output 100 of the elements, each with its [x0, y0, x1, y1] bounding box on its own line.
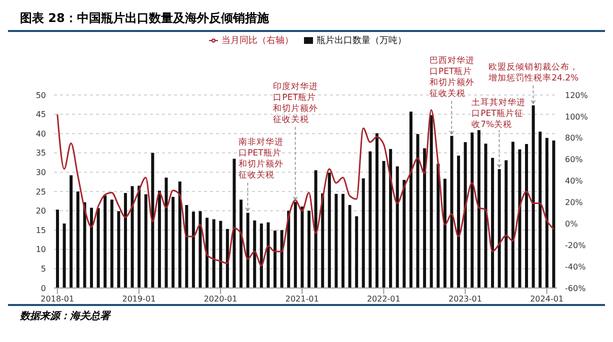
bar [525, 144, 528, 288]
annotation: 南非对华进口PET瓶片和切片额外征收关税 [238, 136, 284, 181]
bar [423, 148, 426, 288]
bar [274, 230, 277, 288]
bar [382, 161, 386, 288]
bar [151, 152, 154, 288]
bar [491, 158, 494, 288]
bar [552, 140, 556, 288]
annotation: 巴西对华进口PET瓶片和切片额外征收关税 [430, 54, 475, 99]
y-tick-label: 15 [36, 226, 46, 235]
bar [362, 178, 365, 288]
y2-tick-label: -20% [565, 240, 586, 250]
bar [226, 228, 229, 288]
annotation: 土耳其对华进口PET瓶片征收7%关税 [472, 97, 526, 130]
bar [334, 194, 338, 288]
y-tick-label: 30 [36, 168, 46, 178]
bar [138, 186, 141, 288]
y2-tick-label: 40% [565, 176, 584, 186]
bar [308, 210, 310, 288]
y2-tick-label: 60% [565, 155, 584, 164]
bar [104, 195, 107, 288]
bar [402, 180, 406, 288]
bar [518, 149, 522, 288]
y2-tick-label: 0% [565, 220, 578, 229]
bar [430, 115, 433, 288]
y2-tick-label: -60% [565, 284, 586, 293]
bar [355, 216, 358, 288]
bar [300, 206, 304, 288]
annotation: 欧盟反倾销初裁公布，增加惩罚性税率24.2% [488, 61, 579, 84]
bar [198, 211, 202, 288]
bar [321, 193, 324, 288]
bar [172, 196, 175, 288]
bar [240, 200, 243, 288]
bar [470, 132, 474, 288]
bar [436, 164, 440, 288]
y2-tick-label: 20% [565, 198, 584, 208]
bar [110, 200, 114, 288]
bar [457, 156, 460, 288]
bar [450, 136, 454, 288]
bar [178, 181, 182, 288]
y-tick-label: 25 [36, 187, 46, 196]
bar [76, 192, 80, 288]
bar [96, 208, 100, 288]
bar [90, 208, 93, 288]
bar [287, 210, 290, 288]
bar [206, 218, 209, 288]
x-tick-label: 2022-01 [366, 294, 400, 304]
x-tick-label: 2019-01 [122, 294, 156, 304]
bar [484, 144, 488, 288]
source-note: 数据来源：海关总署 [20, 310, 112, 323]
bar [443, 178, 446, 288]
y-tick-label: 50 [36, 90, 46, 100]
bar [545, 138, 548, 288]
y-tick-label: 35 [36, 148, 46, 158]
bar [246, 212, 250, 288]
bar [294, 202, 297, 288]
bar [375, 133, 378, 288]
bar [117, 211, 120, 288]
bar [158, 190, 161, 288]
bar [124, 193, 127, 288]
bar [511, 142, 514, 288]
bar [416, 134, 420, 288]
bar [164, 178, 168, 288]
bar [498, 169, 501, 288]
bar [62, 224, 66, 288]
y-tick-label: 45 [36, 110, 46, 120]
bar [260, 224, 263, 288]
x-tick-label: 2023-01 [448, 294, 482, 304]
bar [70, 175, 73, 288]
y2-tick-label: -40% [565, 262, 586, 272]
bar [504, 160, 508, 288]
bar [130, 186, 134, 288]
bar [185, 205, 188, 288]
bar [328, 172, 331, 288]
bar [192, 212, 195, 288]
x-tick-label: 2024-01 [530, 294, 564, 304]
bar [538, 132, 542, 288]
legend-label: 当月同比（右轴） [222, 36, 294, 46]
annotation: 印度对华进口PET瓶片和切片额外征收关税 [273, 80, 318, 125]
x-tick-label: 2021-01 [285, 294, 319, 304]
bar [280, 230, 284, 288]
x-tick-label: 2018-01 [40, 294, 74, 304]
bar [144, 194, 148, 288]
bar [409, 112, 412, 288]
bar [396, 166, 399, 288]
bar [253, 220, 256, 288]
bar [219, 220, 222, 288]
bar [266, 222, 270, 288]
y2-tick-label: 80% [565, 134, 584, 143]
bar [341, 194, 344, 288]
y-tick-label: 20 [36, 206, 46, 216]
bar [212, 219, 216, 288]
y-tick-label: 10 [36, 245, 46, 254]
bar [389, 149, 392, 288]
bar [314, 170, 318, 288]
bar [464, 142, 467, 288]
bar [477, 130, 480, 288]
x-tick-label: 2020-01 [204, 294, 238, 304]
y-tick-label: 5 [40, 264, 46, 274]
bar [368, 151, 372, 288]
